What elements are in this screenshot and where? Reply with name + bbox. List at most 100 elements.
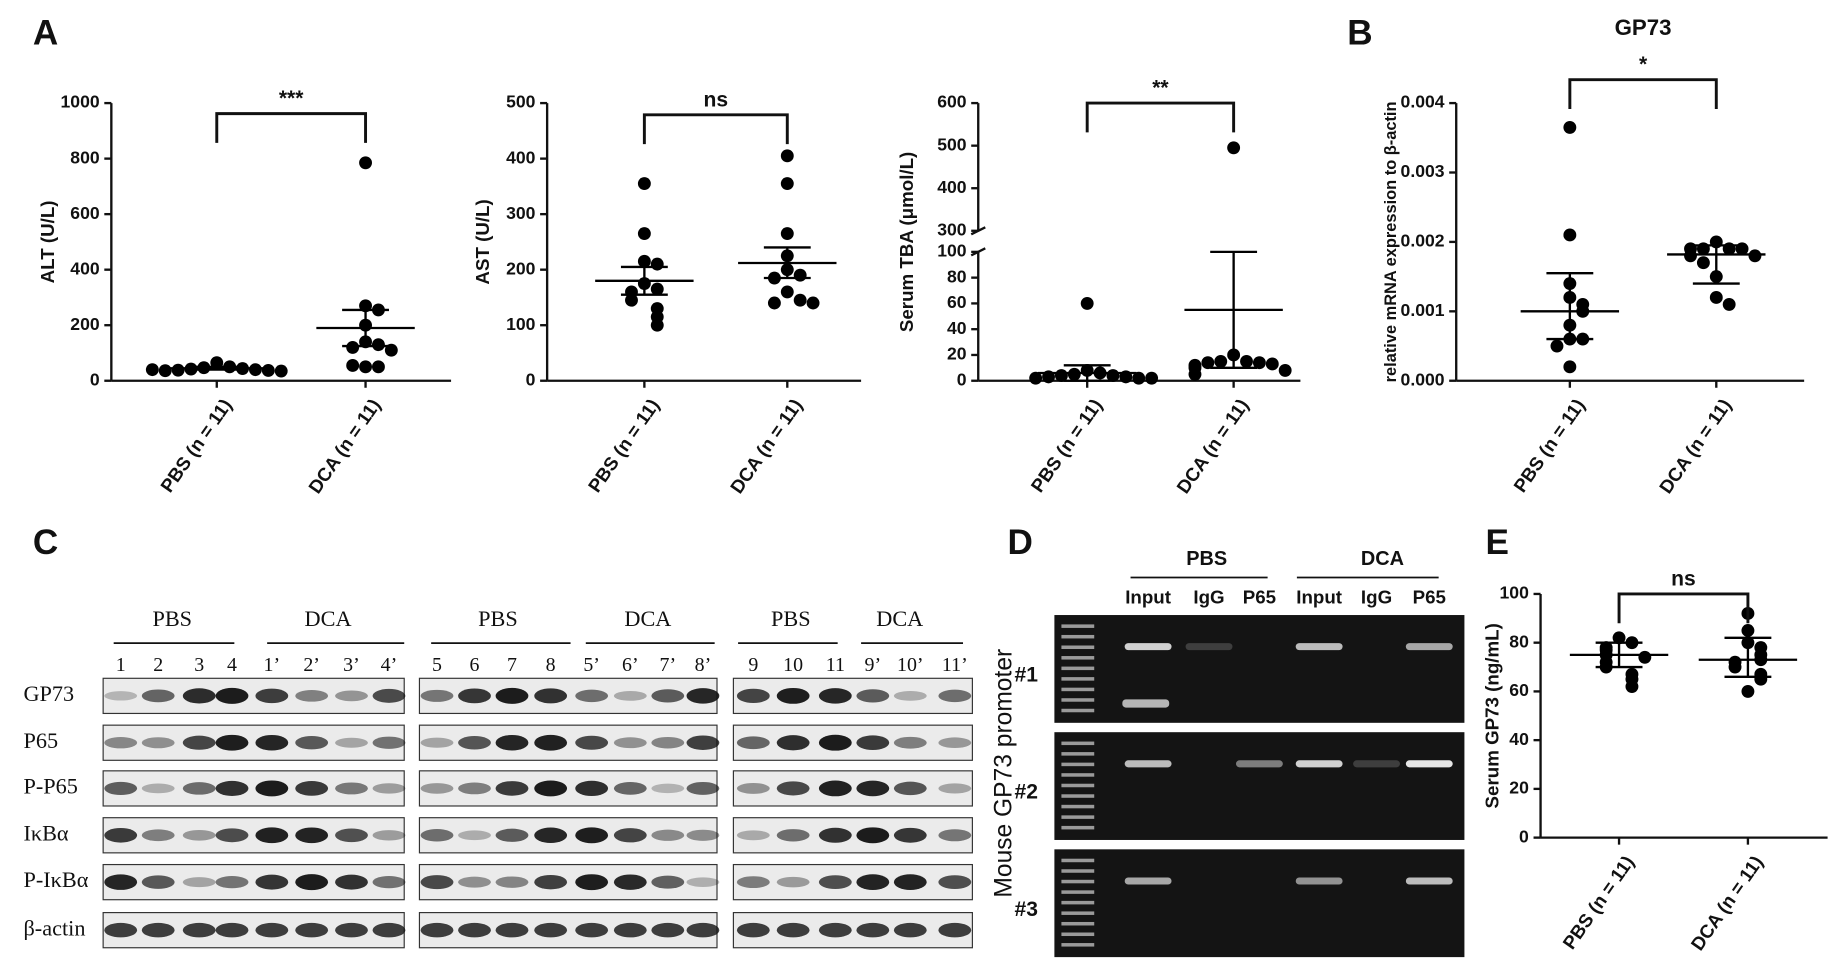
data-point	[1638, 650, 1652, 664]
ladder-band	[1061, 900, 1095, 905]
blot-band	[182, 877, 216, 888]
y-tick-label: 0	[90, 369, 100, 389]
data-point	[1240, 354, 1253, 368]
blot-band	[215, 687, 249, 704]
gel-lane-label: Input	[1296, 587, 1343, 608]
ladder-band	[1061, 752, 1095, 756]
y-tick-label: 200	[506, 258, 536, 278]
data-point	[1550, 339, 1564, 353]
gel-band	[1235, 760, 1283, 768]
blot-band	[182, 782, 216, 795]
blot-band	[255, 780, 289, 797]
panel-letter: D	[1008, 523, 1033, 562]
ladder-band	[1061, 815, 1095, 819]
blot-band	[215, 780, 249, 796]
blot-band	[893, 736, 927, 749]
blot-band	[938, 829, 972, 842]
blot-lane-label: 5	[432, 654, 442, 676]
blot-lane-label: 3	[194, 654, 204, 676]
blot-lane-label: 7	[507, 654, 517, 676]
data-point	[780, 177, 794, 191]
blot-band	[215, 734, 249, 751]
blot-lane-label: 6	[470, 654, 480, 676]
y-tick-label: 100	[1500, 583, 1530, 603]
data-point	[171, 363, 185, 377]
blot-band	[534, 688, 568, 704]
y-tick-label: 0	[957, 369, 967, 389]
blot-band	[938, 875, 972, 890]
data-point	[1625, 680, 1639, 693]
ladder-band	[1061, 687, 1095, 692]
blot-band	[856, 780, 890, 797]
blot-band	[255, 734, 289, 751]
ladder-band	[1061, 666, 1095, 671]
blot-band	[215, 876, 249, 889]
data-point	[371, 338, 385, 352]
gel-condition: DCA	[1361, 548, 1404, 570]
blot-band	[818, 922, 852, 938]
blot-band	[295, 827, 329, 844]
data-point	[1741, 624, 1755, 637]
significance-bracket	[642, 113, 789, 145]
ladder-band	[1061, 911, 1095, 915]
y-tick-label: 20	[1509, 778, 1529, 798]
blot-band	[736, 922, 770, 938]
blot-band	[776, 735, 810, 751]
blot-band	[458, 688, 491, 704]
blot-band	[372, 875, 406, 889]
blot-band	[335, 828, 368, 843]
blot-lane-label: 10’	[897, 654, 924, 676]
blot-band	[141, 689, 175, 703]
gel-band	[1295, 643, 1343, 651]
blot-band	[295, 736, 329, 750]
blot-band	[182, 735, 216, 750]
ladder-band	[1061, 825, 1095, 830]
blot-row-label: P-IκBα	[23, 867, 88, 892]
blot-band	[534, 780, 568, 797]
chart-title: GP73	[1615, 15, 1672, 40]
data-point	[1080, 296, 1094, 310]
blot-band	[856, 735, 890, 751]
gel-band	[1405, 643, 1453, 651]
blot-band	[856, 922, 890, 938]
data-point	[1696, 256, 1710, 270]
ladder-band	[1061, 858, 1095, 863]
data-point	[780, 149, 794, 163]
gel-image	[1054, 615, 1465, 723]
blot-band	[613, 828, 647, 843]
data-point	[1754, 672, 1768, 686]
blot-strip	[102, 724, 405, 761]
blot-band	[651, 736, 685, 749]
ladder-band	[1061, 645, 1095, 650]
blot-band	[613, 782, 647, 795]
blot-condition: DCA	[876, 606, 923, 631]
blot-condition: DCA	[624, 606, 671, 631]
y-tick-label: 0	[526, 369, 536, 389]
blot-band	[495, 781, 529, 796]
blot-band	[182, 688, 216, 704]
blot-band	[575, 874, 609, 891]
blot-band	[458, 876, 491, 888]
data-point	[1612, 631, 1626, 645]
blot-row-label: GP73	[23, 681, 74, 706]
y-tick-label: 0.004	[1401, 92, 1445, 112]
blot-band	[295, 922, 329, 938]
blot-band	[893, 781, 927, 796]
blot-band	[856, 827, 890, 844]
y-tick-label: 400	[70, 258, 100, 278]
y-tick-label: 0	[1519, 826, 1529, 846]
blot-band	[104, 827, 138, 843]
blot-strip	[732, 817, 973, 854]
y-tick-label: 500	[506, 92, 536, 112]
panel-letter: C	[33, 523, 58, 562]
significance-label: *	[1639, 53, 1648, 76]
ladder-band	[1061, 624, 1095, 628]
ladder-band	[1061, 794, 1095, 798]
ladder-band	[1061, 890, 1095, 894]
blot-band	[215, 828, 249, 843]
data-point	[1201, 356, 1215, 370]
gel-lane-label: P65	[1413, 587, 1446, 608]
y-tick-label: 200	[70, 314, 100, 334]
blot-band	[613, 922, 647, 938]
gel-lane-label: IgG	[1193, 587, 1224, 608]
